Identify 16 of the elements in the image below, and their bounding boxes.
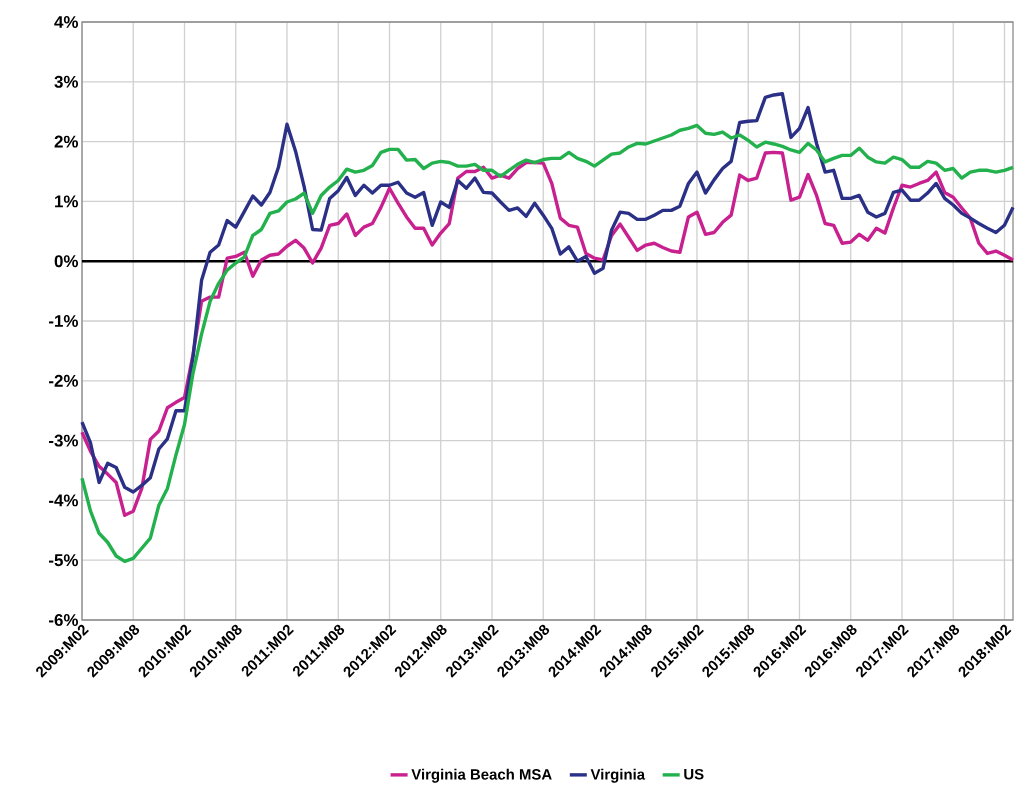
y-tick-label: 1% xyxy=(55,195,79,208)
y-tick-label: -4% xyxy=(49,494,79,507)
y-tick-label: -1% xyxy=(49,315,79,327)
y-tick-label: 2% xyxy=(54,135,79,148)
y-tick-label: -5% xyxy=(49,554,79,567)
y-tick-label: 4% xyxy=(54,16,79,28)
y-tick-label: -3% xyxy=(49,434,79,447)
y-tick-label: -6% xyxy=(49,614,79,626)
legend-label: Virginia Beach MSA xyxy=(411,768,552,783)
line-series xyxy=(80,150,1015,518)
line-series xyxy=(80,92,1015,494)
y-tick-label: 0% xyxy=(54,255,79,268)
y-tick-label: -2% xyxy=(49,374,79,387)
legend-label: Virginia xyxy=(590,768,646,783)
y-tick-label: 3% xyxy=(54,75,79,88)
legend-label: US xyxy=(684,768,704,780)
